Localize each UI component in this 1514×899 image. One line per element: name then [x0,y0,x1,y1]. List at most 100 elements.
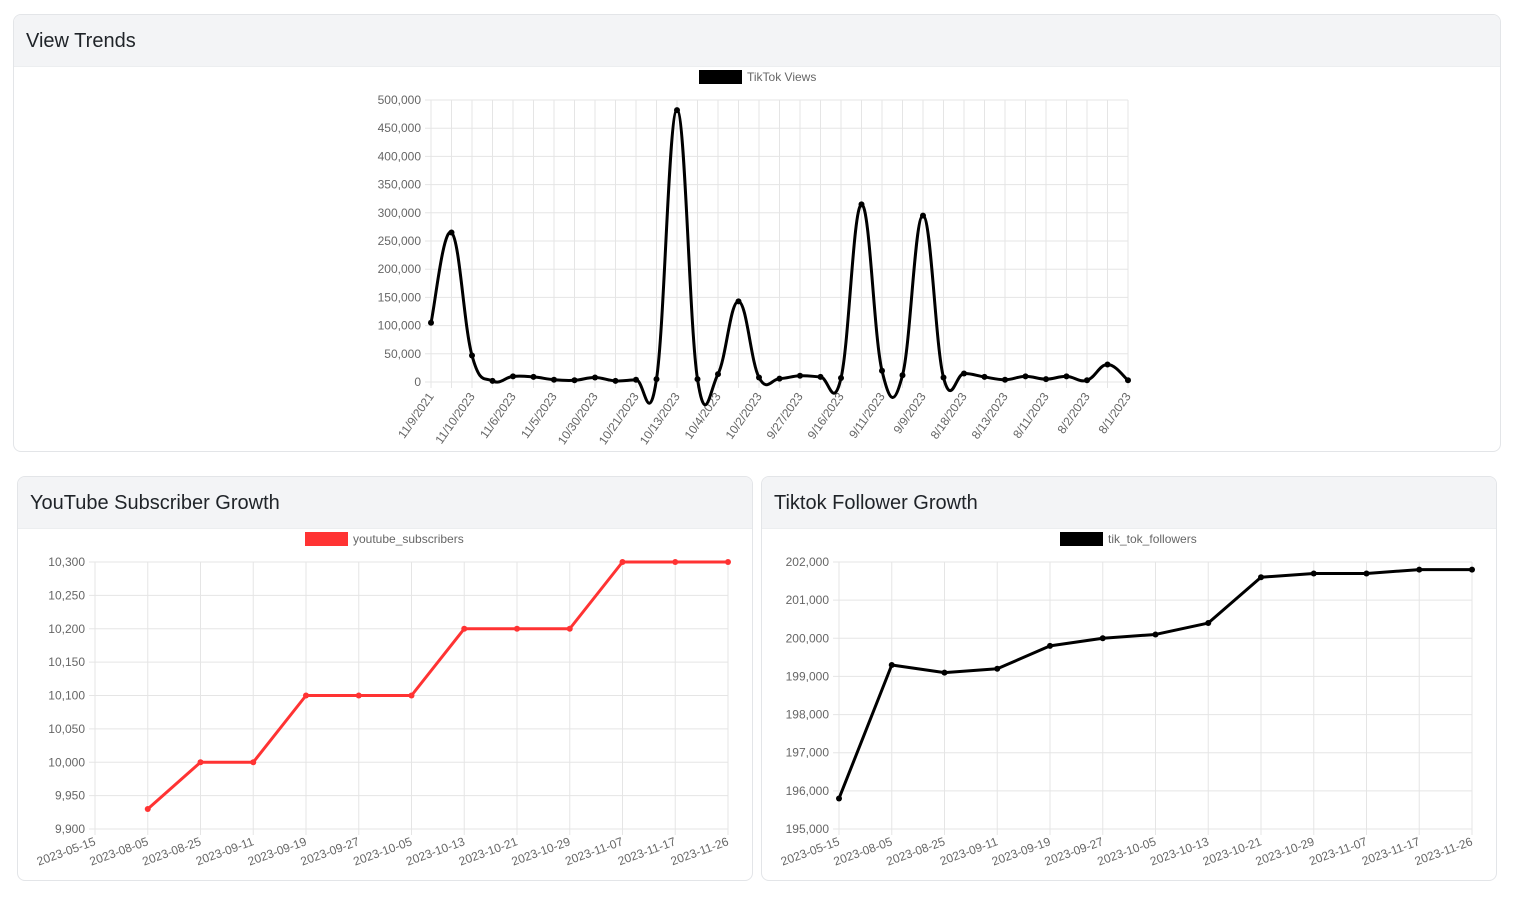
x-tick-label: 11/6/2023 [477,390,519,441]
data-point [469,352,475,359]
x-tick-label: 2023-10-05 [351,834,414,868]
data-point [817,373,824,380]
data-point [735,298,742,305]
x-tick-label: 2023-09-27 [299,834,362,868]
data-point [448,229,455,236]
y-tick-label: 200,000 [786,631,830,645]
card-title: View Trends [26,30,136,52]
x-tick-label: 2023-11-26 [1413,834,1475,868]
y-tick-label: 150,000 [378,290,422,304]
data-point [1084,377,1090,384]
data-point [197,759,204,766]
data-point [551,376,557,383]
x-tick-label: 10/21/2023 [596,390,642,447]
data-point [514,625,520,632]
legend-label: youtube_subscribers [353,532,464,546]
data-point [1063,373,1070,380]
data-point [355,692,362,699]
y-tick-label: 10,050 [48,722,85,736]
card-header: View Trends [14,15,1500,67]
data-point [797,372,803,379]
data-point [1022,373,1029,380]
y-tick-label: 201,000 [786,593,830,607]
data-point [250,759,257,766]
x-tick-label: 2023-11-07 [1307,834,1369,868]
legend-label: tik_tok_followers [1108,532,1197,546]
card-title: Tiktok Follower Growth [774,492,978,514]
x-tick-label: 10/4/2023 [682,390,724,442]
x-tick-label: 2023-05-15 [779,834,842,868]
youtube-subscriber-chart: youtube_subscribers 9,900 9,950 10,000 10,05… [35,532,731,869]
x-tick-label: 11/10/2023 [432,390,478,447]
data-point [672,559,679,565]
x-tick-label: 2023-10-05 [1095,834,1158,868]
data-point [756,374,762,381]
data-point [1104,361,1111,368]
x-tick-label: 9/11/2023 [846,390,888,441]
view-trends-card: View Trends TikTok Views 0 50,000 100,000 15… [13,14,1501,452]
y-tick-label: 197,000 [786,746,830,760]
legend-swatch [305,532,348,546]
x-tick-label: 2023-09-11 [938,834,1000,868]
x-tick-label: 10/30/2023 [555,390,601,447]
x-tick-label: 8/1/2023 [1095,390,1133,437]
card-header: Tiktok Follower Growth [762,477,1496,529]
x-tick-label: 8/2/2023 [1054,390,1092,437]
y-tick-label: 10,100 [48,689,85,703]
x-tick-label: 2023-09-19 [990,834,1053,868]
x-tick-label: 2023-05-15 [35,834,98,868]
data-point [879,367,885,374]
y-tick-label: 10,150 [48,655,85,669]
x-tick-label: 2023-10-21 [1201,834,1264,868]
data-point [1363,570,1370,577]
tiktok-follower-card: Tiktok Follower Growth tik_tok_followers… [761,476,1497,881]
card-header: YouTube Subscriber Growth [18,477,752,529]
y-tick-label: 9,900 [55,822,85,836]
legend-swatch [1060,532,1103,546]
x-tick-label: 2023-11-26 [669,834,731,868]
data-point [994,665,1001,672]
x-tick-label: 2023-09-19 [246,834,309,868]
data-point [303,692,309,699]
data-point [858,201,865,208]
x-tick-label: 10/13/2023 [637,390,683,447]
y-tick-label: 10,000 [48,755,85,769]
y-tick-label: 300,000 [378,206,422,220]
y-tick-label: 10,300 [48,555,85,569]
data-point [888,661,895,668]
data-point [408,692,415,699]
x-tick-label: 9/16/2023 [805,390,847,442]
data-point [940,374,947,381]
x-tick-label: 2023-08-25 [884,834,947,868]
data-point [776,375,783,382]
data-point [633,376,639,383]
x-tick-label: 2023-10-13 [404,834,467,868]
x-tick-label: 2023-11-17 [616,834,678,868]
data-point [428,319,434,326]
series-line [146,560,728,811]
x-tick-label: 2023-08-05 [832,834,895,868]
y-tick-label: 500,000 [378,93,422,107]
y-tick-label: 10,200 [48,622,85,636]
y-tick-label: 196,000 [786,784,830,798]
data-point [899,372,906,379]
x-tick-label: 9/27/2023 [764,390,806,442]
y-tick-label: 200,000 [378,262,422,276]
x-tick-label: 2023-09-27 [1043,834,1106,868]
y-tick-label: 195,000 [786,822,830,836]
data-point [838,375,844,382]
y-tick-label: 10,250 [48,588,85,602]
x-tick-label: 2023-09-11 [194,834,256,868]
y-tick-label: 9,950 [55,789,85,803]
data-point [571,377,578,384]
data-point [461,625,468,632]
data-point [1047,642,1053,649]
data-point [1002,376,1008,383]
data-point [674,107,680,114]
data-point [1152,631,1159,638]
y-tick-label: 50,000 [384,347,421,361]
data-point [653,376,660,383]
x-tick-label: 8/13/2023 [969,390,1011,442]
data-point [1205,620,1212,627]
x-tick-label: 2023-10-21 [457,834,520,868]
